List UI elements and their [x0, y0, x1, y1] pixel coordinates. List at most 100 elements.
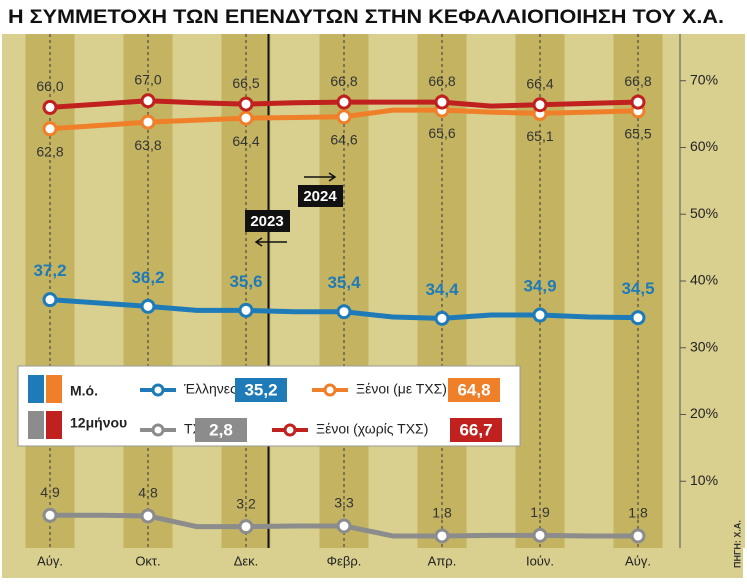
average-box: [195, 418, 247, 442]
marker: [630, 528, 646, 544]
marker: [336, 304, 352, 320]
marker: [238, 110, 254, 126]
marker: [532, 527, 548, 543]
legend-swatch: [46, 411, 62, 439]
y-tick-label: 30%: [690, 338, 718, 354]
marker: [238, 519, 254, 535]
x-tick-label: Οκτ.: [135, 553, 160, 568]
value-label: 4,9: [40, 484, 60, 500]
value-label: 1,8: [628, 505, 648, 521]
legend-swatch: [28, 411, 44, 439]
value-label: 64,4: [232, 133, 259, 149]
legend-marker: [151, 383, 165, 397]
legend-marker: [323, 383, 337, 397]
year-box: [245, 210, 290, 232]
marker: [336, 518, 352, 534]
average-box: [450, 418, 502, 442]
legend-label: Έλληνες: [183, 381, 237, 397]
marker: [42, 507, 58, 523]
stripe: [368, 34, 418, 548]
y-tick-label: 70%: [690, 71, 718, 87]
marker: [434, 528, 450, 544]
value-label: 37,2: [33, 261, 66, 280]
average-label: 2,8: [209, 420, 233, 439]
marker: [42, 292, 58, 308]
marker: [238, 302, 254, 318]
annotation: 2024: [303, 188, 337, 205]
value-label: 34,4: [425, 280, 459, 299]
x-tick-label: Δεκ.: [234, 553, 259, 568]
value-label: 34,5: [621, 279, 654, 298]
legend-marker: [151, 423, 165, 437]
y-tick-label: 10%: [690, 472, 718, 488]
marker: [140, 114, 156, 130]
legend-label: Ξένοι (χωρίς ΤΧΣ): [316, 421, 428, 437]
average-label: 35,2: [244, 380, 277, 399]
marker: [140, 508, 156, 524]
value-label: 3,3: [334, 495, 354, 511]
average-box: [235, 378, 287, 402]
y-tick-label: 50%: [690, 205, 718, 221]
average-label: 66,7: [459, 420, 492, 439]
legend-label: Ξένοι (με ΤΧΣ): [356, 381, 447, 397]
legend-swatch: [28, 375, 44, 403]
value-label: 35,4: [327, 273, 361, 292]
x-tick-label: Φεβρ.: [327, 553, 362, 568]
stripe: [123, 34, 173, 548]
axis-panel: [662, 34, 745, 548]
marker: [140, 93, 156, 109]
legend-title: Μ.ό.: [70, 383, 98, 399]
legend-title: 12μήνου: [70, 415, 127, 431]
value-label: 62,8: [36, 143, 63, 159]
value-label: 66,4: [526, 75, 553, 91]
x-tick-label: Απρ.: [428, 553, 457, 568]
marker: [42, 121, 58, 137]
stripe: [172, 34, 222, 548]
value-label: 1,9: [530, 504, 550, 520]
source: ΠΗΓΗ: Χ.Α.: [732, 520, 742, 568]
x-label-strip: [2, 548, 743, 578]
marker: [630, 310, 646, 326]
value-label: 63,8: [134, 137, 161, 153]
value-label: 66,8: [624, 73, 651, 89]
marker: [532, 307, 548, 323]
marker: [238, 96, 254, 112]
x-tick-label: Αύγ.: [625, 553, 651, 568]
y-tick-label: 40%: [690, 272, 718, 288]
x-tick-label: Ιούν.: [526, 553, 554, 568]
legend-marker: [283, 423, 297, 437]
marker: [532, 97, 548, 113]
value-label: 65,1: [526, 128, 553, 144]
marker: [42, 99, 58, 115]
chart-title: Η ΣΥΜΜΕΤΟΧΗ ΤΩΝ ΕΠΕΝΔΥΤΩΝ ΣΤΗΝ ΚΕΦΑΛΑΙΟΠ…: [8, 7, 724, 28]
value-label: 64,6: [330, 131, 357, 147]
marker: [336, 109, 352, 125]
marker: [630, 94, 646, 110]
stripe: [270, 34, 320, 548]
annotation: 2023: [250, 213, 283, 230]
average-label: 64,8: [457, 380, 490, 399]
value-label: 4,8: [138, 485, 158, 501]
marker: [140, 298, 156, 314]
value-label: 67,0: [134, 71, 161, 87]
stripe: [564, 34, 614, 548]
value-label: 66,5: [232, 75, 259, 91]
stripe: [74, 34, 124, 548]
value-label: 66,8: [330, 73, 357, 89]
value-label: 66,0: [36, 78, 63, 94]
arrow: [304, 172, 337, 182]
year-box: [298, 185, 343, 207]
value-label: 3,2: [236, 495, 256, 511]
value-label: 36,2: [131, 268, 164, 287]
x-tick-label: Αύγ.: [37, 553, 63, 568]
stripe: [466, 34, 516, 548]
marker: [434, 94, 450, 110]
arrow: [254, 237, 287, 247]
value-label: 34,9: [523, 277, 556, 296]
legend-swatch: [46, 375, 62, 403]
marker: [336, 94, 352, 110]
value-label: 65,6: [428, 125, 455, 141]
value-label: 66,8: [428, 73, 455, 89]
value-label: 35,6: [229, 272, 262, 291]
